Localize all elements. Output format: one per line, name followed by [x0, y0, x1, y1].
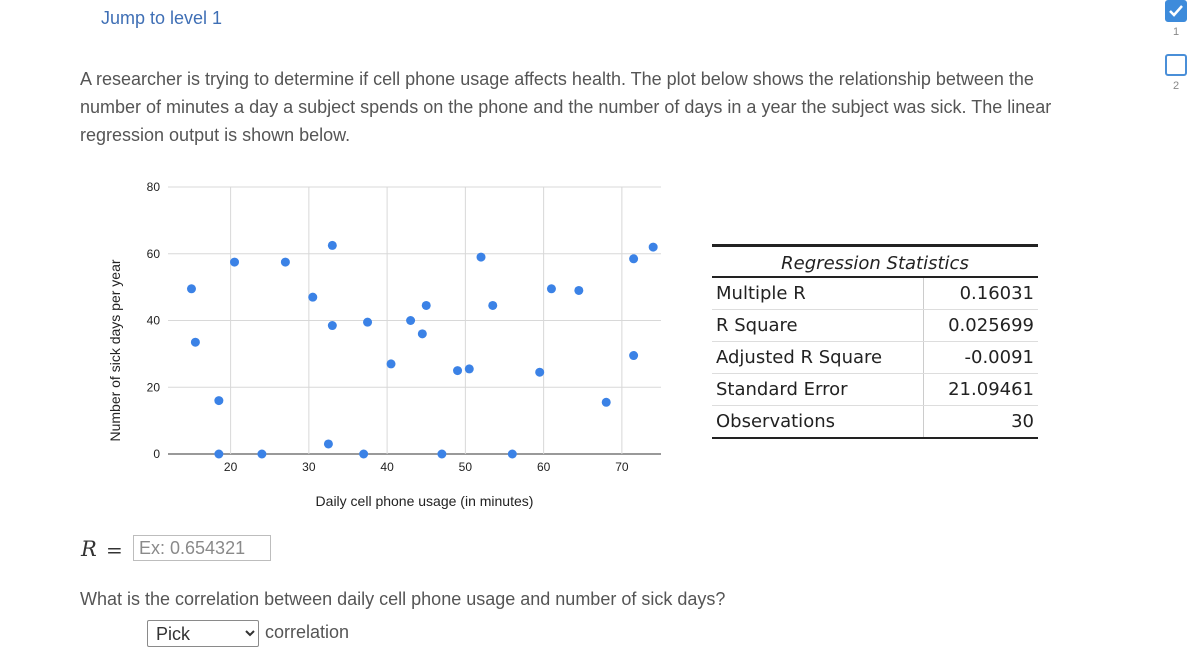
checkmark-svg	[1169, 5, 1183, 17]
stat-label: Adjusted R Square	[712, 341, 924, 374]
table-row: Adjusted R Square -0.0091	[712, 341, 1038, 374]
r-equals-sign: =	[106, 538, 123, 562]
scatter-point	[230, 257, 240, 267]
level-number: 1	[1172, 26, 1180, 38]
regression-table-title: Regression Statistics	[712, 244, 1038, 278]
scatter-point	[417, 329, 427, 339]
y-axis-title: Number of sick days per year	[107, 259, 123, 441]
level-nav-item-2[interactable]: 2	[1164, 54, 1188, 92]
r-variable-label: R	[81, 537, 97, 561]
scatter-point	[601, 397, 611, 407]
scatter-point	[574, 285, 584, 295]
scatter-point	[648, 242, 658, 252]
scatter-point	[327, 240, 337, 250]
scatter-point	[453, 366, 463, 376]
scatter-plot-svg: 0 20 40 60 80 20 30 40 50 60 70 Daily cell phone u…	[107, 180, 661, 509]
y-tick-label: 40	[147, 314, 161, 328]
x-tick-label: 20	[224, 460, 238, 474]
scatter-point	[488, 300, 498, 310]
scatter-point	[546, 284, 556, 294]
scatter-point	[359, 449, 369, 459]
x-axis-title: Daily cell phone usage (in minutes)	[316, 493, 534, 509]
scatter-point	[535, 367, 545, 377]
scatter-point	[386, 359, 396, 369]
question-prompt: A researcher is trying to determine if c…	[80, 69, 1052, 145]
stat-value: 0.16031	[923, 277, 1038, 310]
scatter-point	[308, 292, 318, 302]
scatter-point	[437, 449, 447, 459]
y-tick-label: 20	[147, 380, 161, 394]
stat-label: Multiple R	[712, 277, 924, 310]
scatter-point	[257, 449, 267, 459]
x-tick-label: 70	[615, 460, 629, 474]
scatter-point	[629, 254, 639, 264]
correlation-type-select[interactable]: Pick	[147, 620, 259, 647]
scatter-point	[214, 396, 224, 406]
x-tick-label: 40	[380, 460, 394, 474]
scatter-point	[280, 257, 290, 267]
scatter-point	[476, 252, 486, 262]
scatter-point	[327, 321, 337, 331]
scatter-point	[186, 284, 196, 294]
stat-value: 21.09461	[923, 373, 1038, 406]
y-tick-label: 60	[147, 247, 161, 261]
check-icon[interactable]	[1165, 0, 1187, 22]
scatter-point	[421, 300, 431, 310]
stat-value: 30	[923, 405, 1038, 439]
stat-label: Standard Error	[712, 373, 924, 406]
stat-value: 0.025699	[923, 309, 1038, 342]
scatter-point	[323, 439, 333, 449]
scatter-chart: 0 20 40 60 80 20 30 40 50 60 70 Daily cell phone u…	[100, 170, 680, 520]
table-row: Standard Error 21.09461	[712, 373, 1038, 406]
level-box-icon[interactable]	[1165, 54, 1187, 76]
x-tick-label: 60	[537, 460, 551, 474]
level-number: 2	[1172, 80, 1180, 92]
table-row: Multiple R 0.16031	[712, 277, 1038, 310]
correlation-question: What is the correlation between daily ce…	[80, 589, 726, 609]
regression-statistics-table: Regression Statistics Multiple R 0.16031…	[712, 244, 1038, 439]
level-nav-item-1[interactable]: 1	[1164, 0, 1188, 38]
x-tick-label: 50	[459, 460, 473, 474]
scatter-point	[190, 337, 200, 347]
correlation-suffix-label: correlation	[265, 622, 350, 642]
scatter-point	[363, 317, 373, 327]
scatter-point	[507, 449, 517, 459]
stat-value: -0.0091	[923, 341, 1038, 374]
r-value-input[interactable]	[133, 535, 271, 561]
jump-to-level-link[interactable]: Jump to level 1	[101, 8, 223, 28]
scatter-point	[629, 351, 639, 361]
stat-label: Observations	[712, 405, 924, 439]
x-tick-label: 30	[302, 460, 316, 474]
table-row: Observations 30	[712, 405, 1038, 439]
scatter-point	[406, 316, 416, 325]
scatter-point	[214, 449, 224, 459]
y-tick-label: 80	[147, 180, 161, 194]
stat-label: R Square	[712, 309, 924, 342]
scatter-point	[464, 364, 474, 374]
table-row: R Square 0.025699	[712, 309, 1038, 342]
y-tick-label: 0	[153, 447, 160, 461]
